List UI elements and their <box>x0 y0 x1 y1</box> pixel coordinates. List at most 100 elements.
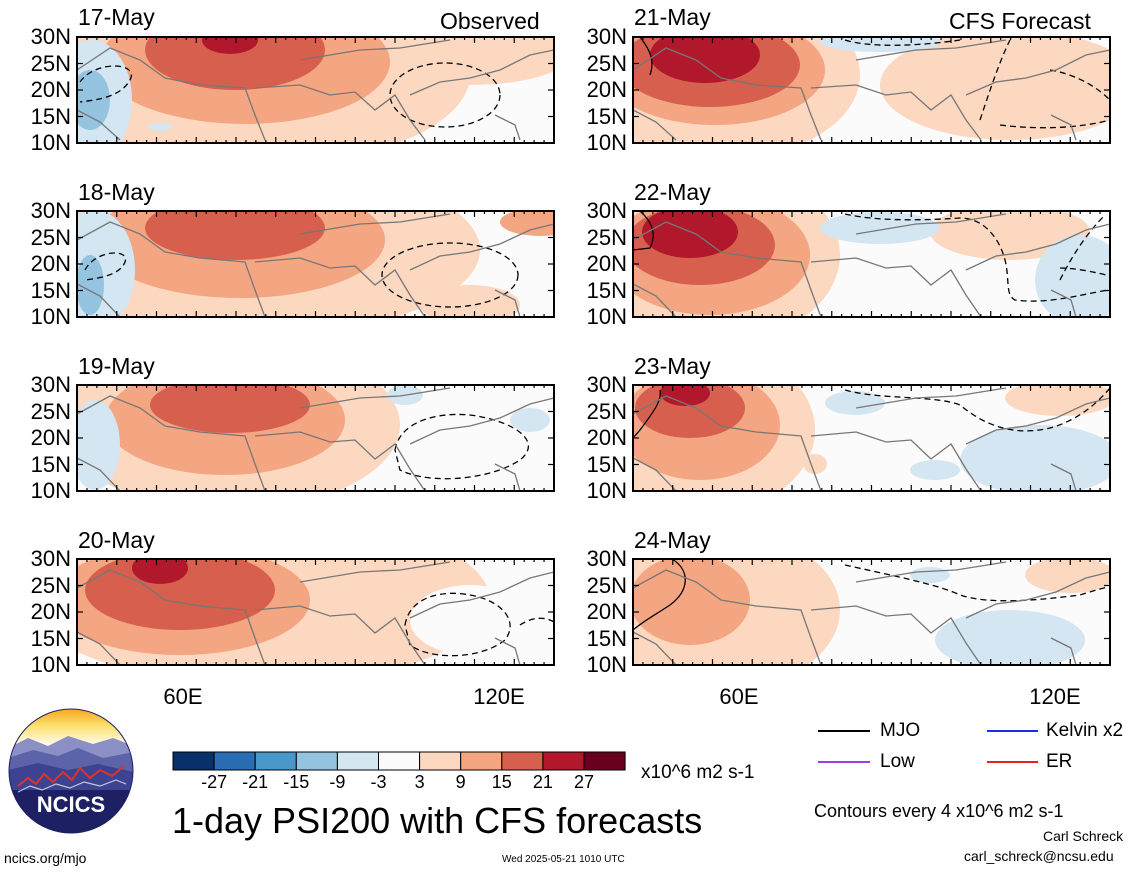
colorbar-tick-label: 3 <box>414 772 425 792</box>
colorbar-swatch <box>254 751 297 771</box>
map-panel-23-may <box>633 385 1110 491</box>
mjo-contours <box>79 62 501 128</box>
latitude-label: 30N <box>30 546 71 571</box>
lon-label-60e-left: 60E <box>163 684 203 709</box>
lon-label-60e-right: 60E <box>719 684 759 709</box>
latitude-label: 25N <box>586 224 627 250</box>
latitude-label: 10N <box>586 304 627 329</box>
latitude-label: 20N <box>30 251 71 276</box>
latitude-label: 10N <box>586 130 627 155</box>
psi-anomaly-field <box>77 385 550 491</box>
map-panel-22-may <box>633 211 1110 317</box>
panel-date-18-may: 18-May <box>78 179 155 205</box>
psi-anomaly-field <box>633 385 1110 491</box>
map-panel-24-may <box>633 559 1110 665</box>
mjo-line <box>633 559 686 631</box>
latitude-label: 15N <box>30 451 71 477</box>
ncics-logo-text: NCICS <box>37 792 105 817</box>
colorbar <box>172 751 626 771</box>
panel-date-21-may: 21-May <box>634 4 711 30</box>
latitude-label: 20N <box>30 77 71 102</box>
latitude-label: 30N <box>586 546 627 571</box>
latitude-label: 25N <box>30 50 71 76</box>
legend-label-low: Low <box>880 751 915 772</box>
panel-date-20-may: 20-May <box>78 527 155 553</box>
psi-anomaly-field <box>77 559 530 665</box>
lon-label-120e-left: 120E <box>473 684 525 709</box>
coastlines <box>633 39 1110 141</box>
colorbar-swatch <box>583 751 626 771</box>
mjo-contours <box>844 213 1110 302</box>
mjo-contours <box>394 413 529 480</box>
colorbar-tick-label: -15 <box>283 772 310 792</box>
colorbar-swatch <box>172 751 215 771</box>
latitude-label: 10N <box>586 652 627 677</box>
latitude-label: 20N <box>30 599 71 624</box>
colorbar-tick-label: -21 <box>242 772 269 792</box>
latitude-label: 25N <box>30 224 71 250</box>
latitude-label: 15N <box>30 625 71 651</box>
lon-label-120e-right: 120E <box>1029 684 1081 709</box>
panel-date-19-may: 19-May <box>78 353 155 379</box>
author-email[interactable]: carl_schreck@ncsu.edu <box>964 848 1114 864</box>
legend-label-er: ER <box>1046 751 1073 772</box>
latitude-label: 15N <box>30 277 71 303</box>
colorbar-tick-label: 21 <box>532 772 553 792</box>
latitude-label: 20N <box>586 251 627 276</box>
latitude-label: 15N <box>586 103 627 129</box>
colorbar-swatch <box>542 751 585 771</box>
author-name: Carl Schreck <box>1043 828 1124 844</box>
panel-date-23-may: 23-May <box>634 353 711 379</box>
mjo-contours <box>84 242 519 308</box>
colorbar-swatch <box>295 751 338 771</box>
psi-anomaly-field <box>633 559 1110 665</box>
latitude-label: 25N <box>30 572 71 598</box>
panel-frames <box>76 36 1111 666</box>
psi-anomaly-field <box>77 211 554 317</box>
map-panel-21-may <box>633 37 1110 143</box>
coastlines <box>633 213 1110 317</box>
latitude-label: 30N <box>30 198 71 223</box>
latitude-label: 30N <box>586 24 627 49</box>
coastlines <box>633 561 1110 665</box>
latitude-label: 15N <box>586 451 627 477</box>
coastlines <box>77 561 554 665</box>
observed-label: Observed <box>440 8 540 34</box>
latitude-label: 25N <box>30 398 71 424</box>
legend-label-kelvin: Kelvin x2 <box>1046 720 1124 741</box>
latitude-label: 10N <box>30 130 71 155</box>
timestamp: Wed 2025-05-21 1010 UTC <box>502 854 625 865</box>
mjo-contours <box>844 564 1110 602</box>
panel-date-17-may: 17-May <box>78 4 155 30</box>
map-panel-17-may <box>77 37 554 143</box>
colorbar-swatch <box>336 751 379 771</box>
colorbar-swatch <box>419 751 462 771</box>
mjo-line <box>639 37 653 76</box>
ncics-logo: NCICS <box>8 708 134 834</box>
latitude-label: 30N <box>30 24 71 49</box>
latitude-label: 10N <box>30 478 71 503</box>
site-link[interactable]: ncics.org/mjo <box>4 850 87 866</box>
panel-date-22-may: 22-May <box>634 179 711 205</box>
colorbar-tick-label: 15 <box>491 772 512 792</box>
colorbar-tick-label: -9 <box>329 772 346 792</box>
latitude-label: 25N <box>586 572 627 598</box>
latitude-label: 25N <box>586 50 627 76</box>
mjo-contours <box>844 39 1110 129</box>
contour-interval-note: Contours every 4 x10^6 m2 s-1 <box>814 801 1064 821</box>
latitude-label: 10N <box>586 478 627 503</box>
colorbar-units: x10^6 m2 s-1 <box>641 762 755 783</box>
map-panel-18-may <box>77 211 554 317</box>
latitude-label: 20N <box>586 425 627 450</box>
cfs-forecast-label: CFS Forecast <box>949 8 1091 34</box>
mjo-line <box>633 389 661 439</box>
map-panel-19-may <box>77 385 554 491</box>
panel-date-24-may: 24-May <box>634 527 711 553</box>
colorbar-swatch <box>460 751 503 771</box>
colorbar-swatch <box>378 751 421 771</box>
latitude-label: 30N <box>30 372 71 397</box>
colorbar-tick-label: -3 <box>370 772 387 792</box>
colorbar-swatch <box>501 751 544 771</box>
colorbar-tick-label: 27 <box>573 772 595 792</box>
